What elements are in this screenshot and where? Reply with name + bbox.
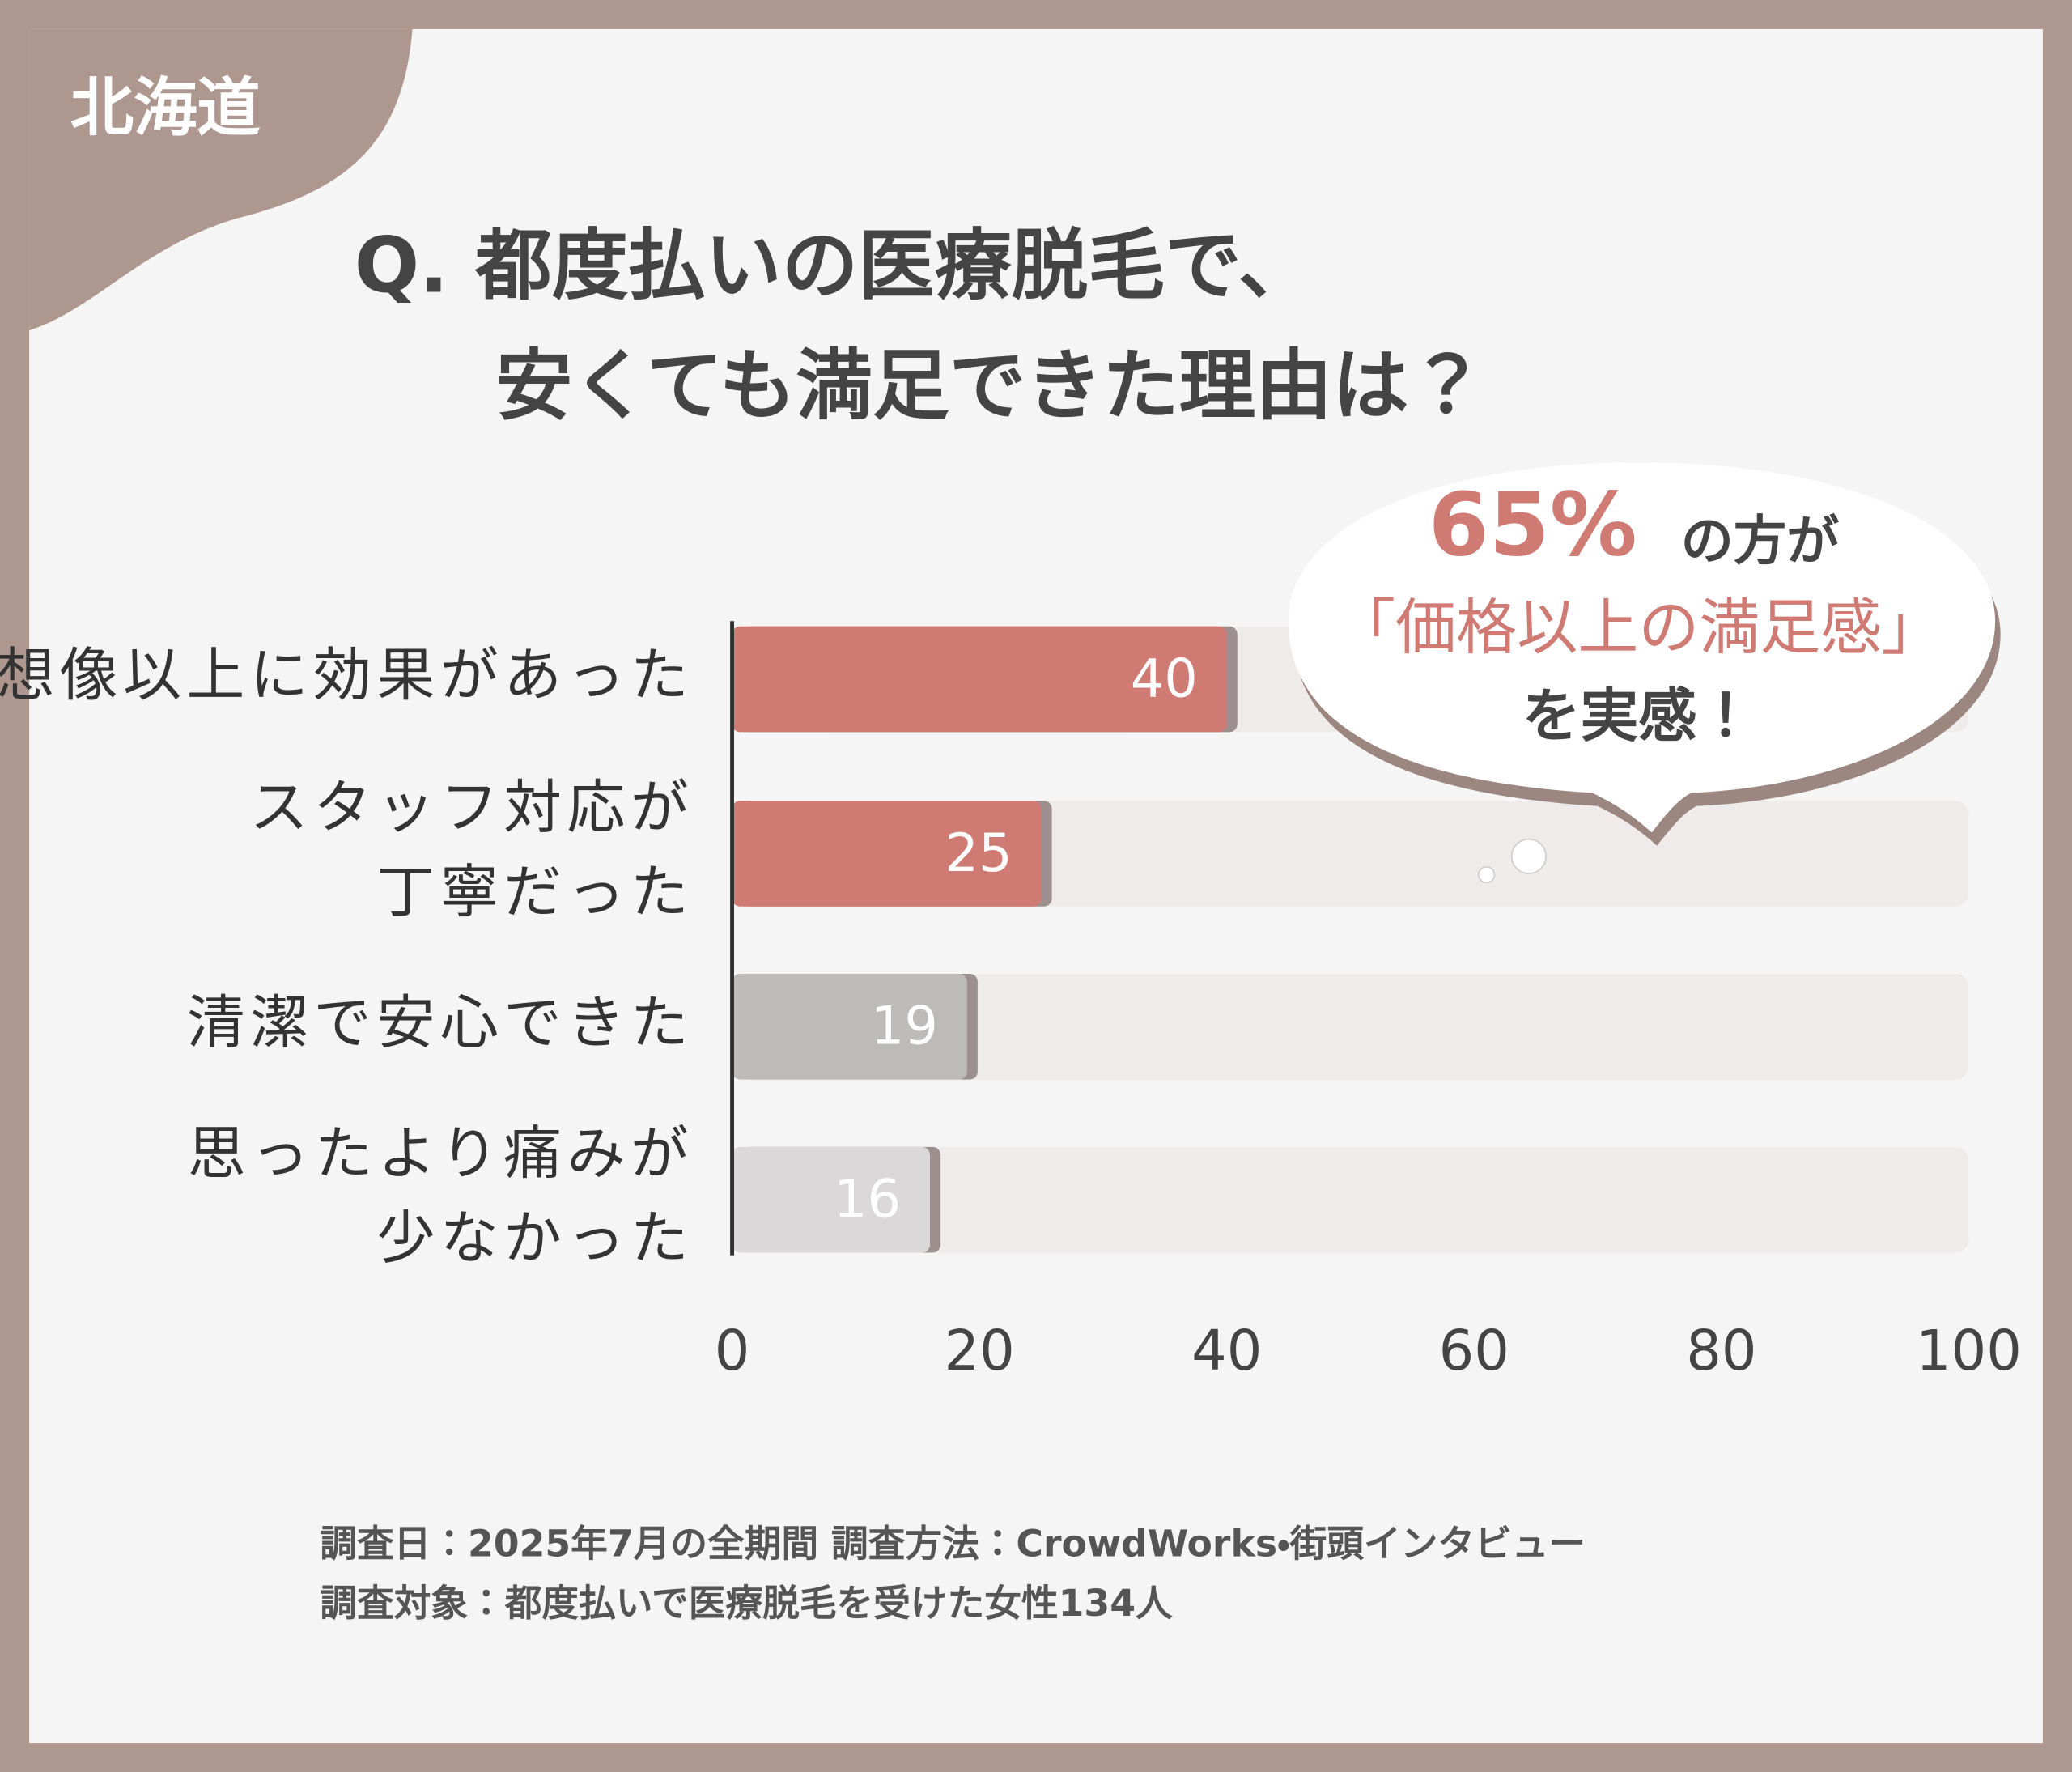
callout-text: の方が (1681, 511, 1840, 572)
x-tick-label: 20 (945, 1319, 1015, 1383)
category-label: 丁寧だった (376, 857, 694, 925)
footer-line: 調査対象：都度払いで医療脱毛を受けた女性134人 (320, 1582, 1173, 1625)
category-label: 想像以上に効果があった (0, 641, 694, 709)
title-line: Q. 都度払いの医療脱毛で、 (355, 222, 1315, 311)
x-tick-label: 100 (1916, 1319, 2022, 1383)
x-tick-label: 0 (715, 1319, 750, 1383)
category-label: 少なかった (376, 1204, 694, 1272)
bar (732, 801, 1042, 907)
bar-track (732, 974, 1969, 1080)
callout-bubble (1288, 462, 1996, 833)
value-label: 40 (1131, 648, 1198, 709)
callout-dot (1478, 866, 1496, 884)
x-tick-label: 60 (1439, 1319, 1509, 1383)
region-label: 北海道 (70, 71, 261, 145)
region-tab (29, 28, 413, 331)
x-tick-label: 40 (1191, 1319, 1262, 1383)
value-label: 16 (834, 1169, 901, 1230)
callout: 65% の方が 「価格以上の満足感」 を実感！ (1288, 462, 2001, 884)
value-label: 25 (945, 822, 1013, 884)
callout-text: を実感！ (1522, 682, 1755, 750)
value-label: 19 (871, 996, 938, 1057)
bar (732, 1146, 931, 1253)
x-tick-label: 80 (1686, 1319, 1756, 1383)
callout-highlight: 65% (1429, 475, 1637, 576)
bar (732, 626, 1227, 733)
callout-text: 「価格以上の満足感」 (1335, 592, 1942, 663)
category-label: 思ったより痛みが (188, 1119, 694, 1187)
bar-track (732, 1146, 1969, 1253)
category-label: スタッフ対応が (250, 773, 694, 841)
bar (732, 974, 967, 1080)
callout-dot (1510, 838, 1547, 874)
title-line: 安くても満足できた理由は？ (495, 342, 1485, 431)
footer-line: 調査日：2025年7月の全期間 調査方法：CrowdWorks・街頭インタビュー (320, 1522, 1586, 1565)
category-label: 清潔で安心できた (186, 988, 694, 1056)
